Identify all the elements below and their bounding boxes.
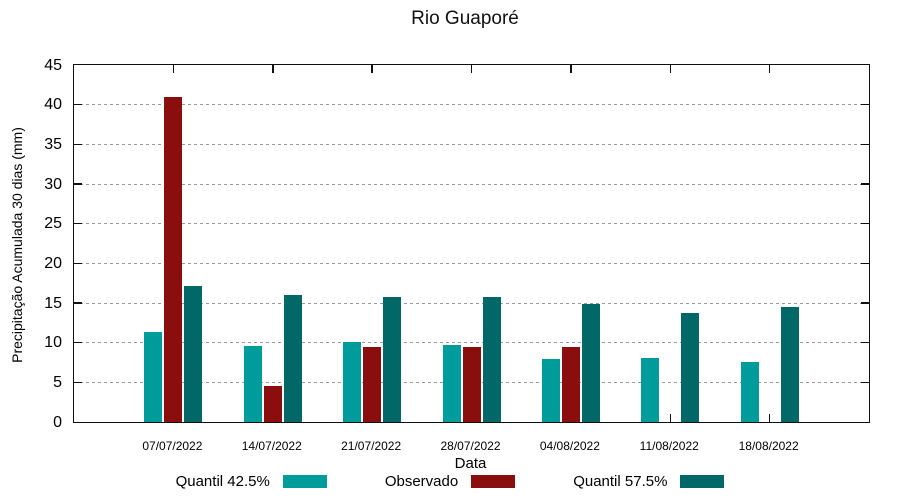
gridline-35	[74, 143, 869, 145]
legend-swatch-2	[680, 475, 725, 488]
gridline-40	[74, 104, 869, 106]
x-tick-label-2: 21/07/2022	[341, 439, 402, 453]
gridline-25	[74, 223, 869, 225]
bar-quantil-57.5--18/08/2022	[780, 306, 799, 422]
y-tick-left-40	[74, 103, 82, 106]
x-axis-title: Data	[454, 455, 487, 472]
x-tick-top-6	[768, 65, 771, 73]
x-tick-bottom-6	[768, 414, 771, 422]
y-tick-label-45: 45	[44, 56, 62, 74]
bar-observado-07/07/2022	[164, 96, 183, 422]
gridline-20	[74, 262, 869, 264]
x-tick-top-4	[570, 65, 572, 73]
bar-quantil-42.5--14/07/2022	[243, 345, 262, 422]
legend-swatch-1	[471, 475, 516, 488]
bar-quantil-42.5--18/08/2022	[740, 361, 759, 422]
gridline-10	[74, 342, 869, 344]
chart-title: Rio Guaporé	[411, 8, 519, 29]
y-tick-label-20: 20	[44, 254, 62, 272]
x-tick-label-0: 07/07/2022	[142, 439, 203, 453]
x-tick-label-6: 18/08/2022	[738, 439, 799, 453]
bar-quantil-57.5--14/07/2022	[283, 295, 302, 422]
gridline-15	[74, 302, 869, 304]
legend-swatch-0	[282, 475, 327, 488]
y-tick-label-25: 25	[44, 215, 62, 233]
y-tick-left-5	[74, 381, 82, 384]
y-tick-label-5: 5	[53, 373, 62, 391]
bar-quantil-42.5--28/07/2022	[442, 345, 461, 422]
y-tick-left-10	[74, 341, 82, 344]
legend-label-0: Quantil 42.5%	[175, 473, 270, 490]
legend-label-1: Observado	[384, 473, 459, 490]
bar-quantil-57.5--21/07/2022	[383, 296, 402, 422]
y-tick-right-10	[861, 341, 869, 344]
y-tick-label-10: 10	[44, 334, 62, 352]
y-tick-label-15: 15	[44, 294, 62, 312]
y-tick-right-40	[861, 103, 869, 106]
bar-quantil-42.5--07/07/2022	[144, 331, 163, 422]
y-axis-title: Precipitação Acumulada 30 dias (mm)	[9, 127, 25, 363]
x-tick-top-0	[172, 65, 175, 73]
bar-quantil-42.5--11/08/2022	[641, 357, 660, 422]
legend-item-2: Quantil 57.5%	[573, 473, 725, 490]
bar-observado-04/08/2022	[561, 346, 580, 422]
x-tick-top-5	[669, 65, 671, 73]
x-tick-label-5: 11/08/2022	[639, 439, 699, 453]
x-tick-label-4: 04/08/2022	[539, 439, 600, 453]
bar-quantil-42.5--21/07/2022	[343, 341, 362, 422]
bar-quantil-42.5--04/08/2022	[541, 358, 560, 422]
bar-quantil-57.5--04/08/2022	[581, 303, 600, 422]
y-tick-left-30	[74, 183, 82, 185]
bar-quantil-57.5--28/07/2022	[482, 296, 501, 422]
y-tick-left-15	[74, 302, 82, 304]
bar-observado-21/07/2022	[363, 346, 382, 422]
y-tick-left-25	[74, 222, 82, 225]
y-tick-right-15	[861, 302, 869, 304]
x-tick-bottom-5	[669, 414, 671, 422]
y-tick-right-25	[861, 222, 869, 225]
x-tick-label-1: 14/07/2022	[241, 439, 302, 453]
y-tick-label-0: 0	[53, 413, 62, 431]
legend-label-2: Quantil 57.5%	[573, 473, 668, 490]
bar-observado-28/07/2022	[462, 346, 481, 422]
gridline-30	[74, 183, 869, 185]
x-tick-top-1	[272, 65, 274, 73]
y-tick-right-5	[861, 381, 869, 384]
x-tick-top-3	[470, 65, 473, 73]
legend-item-1: Observado	[384, 473, 516, 490]
y-tick-label-35: 35	[44, 135, 62, 153]
y-tick-left-35	[74, 143, 82, 146]
y-tick-right-30	[861, 183, 869, 185]
bar-observado-14/07/2022	[263, 386, 282, 422]
legend-item-0: Quantil 42.5%	[176, 473, 327, 490]
y-tick-label-30: 30	[44, 175, 62, 193]
legend: Quantil 42.5% Observado Quantil 57.5%	[0, 473, 900, 490]
x-tick-label-3: 28/07/2022	[440, 439, 501, 453]
y-tick-left-20	[74, 262, 82, 265]
y-tick-right-35	[861, 143, 869, 146]
y-tick-right-20	[861, 262, 869, 265]
plot-area	[73, 64, 870, 423]
x-tick-top-2	[371, 65, 373, 73]
bar-quantil-57.5--11/08/2022	[681, 313, 700, 422]
bar-quantil-57.5--07/07/2022	[184, 285, 203, 422]
y-tick-label-40: 40	[44, 96, 62, 114]
